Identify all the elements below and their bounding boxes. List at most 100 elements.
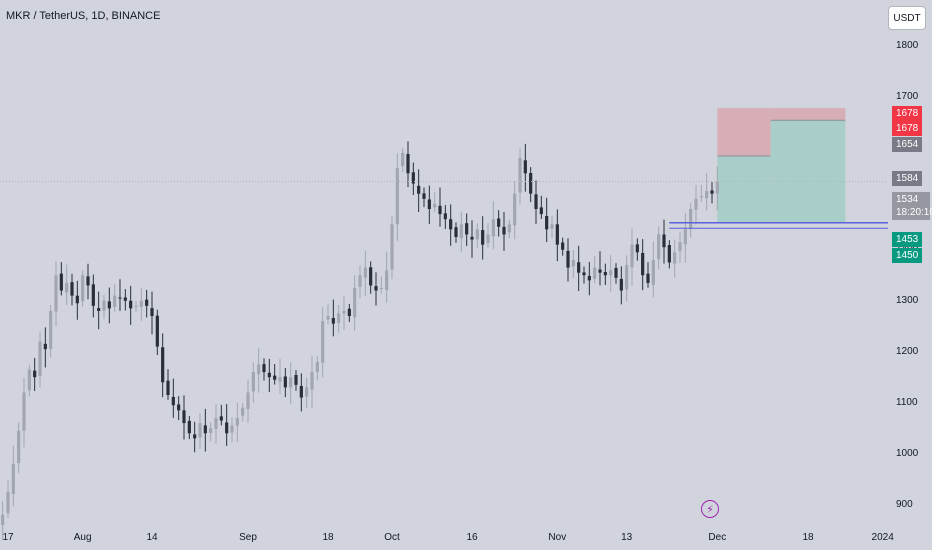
candle-body — [331, 317, 335, 324]
candle-body — [406, 154, 410, 174]
x-axis-tick-label: 2024 — [871, 532, 894, 543]
candle-body — [246, 392, 250, 409]
candle-body — [187, 420, 191, 434]
candle-body — [673, 252, 677, 264]
candle-body — [219, 416, 223, 421]
candle-body — [59, 273, 63, 291]
candle-body — [299, 385, 303, 398]
candle-body — [433, 203, 437, 208]
candle-body — [321, 321, 325, 363]
currency-button[interactable]: USDT — [888, 6, 926, 30]
candle-body — [353, 287, 357, 318]
candle-body — [118, 297, 122, 299]
candle-body — [593, 267, 597, 279]
candle-body — [545, 216, 549, 230]
candle-body — [81, 275, 85, 302]
x-axis-tick-label: 14 — [146, 532, 158, 543]
x-axis-tick-label: 17 — [2, 532, 14, 543]
candle-body — [417, 185, 421, 194]
candle-body — [587, 275, 591, 281]
candle-body — [86, 276, 90, 286]
candle-body — [561, 242, 565, 250]
candle-body — [385, 270, 389, 290]
candle-body — [11, 463, 15, 494]
symbol-title: MKR / TetherUS, 1D, BINANCE — [6, 10, 161, 22]
candle-body — [662, 234, 666, 248]
candle-body — [625, 265, 629, 290]
candle-body — [518, 158, 522, 193]
candle-body — [395, 168, 399, 225]
candle-body — [667, 245, 671, 263]
lightning-icon[interactable]: ⚡ — [701, 500, 719, 518]
candle-body — [422, 193, 426, 199]
candle-body — [54, 275, 58, 312]
candle-body — [1, 514, 5, 525]
candle-body — [401, 152, 405, 167]
candle-body — [230, 425, 234, 433]
candle-body — [481, 230, 485, 245]
candle-body — [614, 267, 618, 278]
candle-body — [305, 387, 309, 397]
x-axis-tick-label: Dec — [708, 532, 727, 543]
candle-body — [203, 425, 207, 434]
candle-body — [134, 305, 138, 307]
candle-body — [70, 282, 74, 296]
candle-body — [699, 196, 703, 198]
candle-body — [651, 259, 655, 285]
candle-body — [49, 310, 53, 349]
candle-body — [603, 271, 607, 276]
candle-body — [694, 198, 698, 210]
candle-countdown: 18:20:10 — [896, 207, 932, 218]
x-axis-tick-label: 16 — [466, 532, 478, 543]
candle-body — [411, 172, 415, 184]
candle-body — [27, 369, 31, 391]
candle-body — [235, 417, 239, 426]
candle-body — [358, 275, 362, 287]
candle-body — [107, 301, 111, 309]
candle-body — [315, 361, 319, 372]
candle-body — [129, 300, 133, 309]
candle-body — [139, 300, 143, 307]
candle-body — [155, 315, 159, 347]
y-axis-tick-label: 1800 — [896, 39, 919, 51]
candle-body — [33, 370, 37, 378]
candle-body — [630, 244, 634, 268]
candle-body — [102, 300, 106, 311]
candle-body — [209, 428, 213, 433]
candle-body — [113, 295, 117, 307]
candle-body — [214, 417, 218, 429]
y-axis-tick-label: 1100 — [896, 396, 918, 408]
candle-body — [523, 160, 527, 174]
candle-body — [150, 308, 154, 317]
candle-body — [470, 236, 474, 240]
candle-body — [486, 234, 490, 244]
candle-body — [454, 227, 458, 238]
candle-body — [502, 226, 506, 235]
y-axis-tick-label: 1200 — [896, 345, 919, 357]
candle-body — [241, 407, 245, 416]
candle-body — [123, 297, 127, 301]
candle-body — [619, 278, 623, 291]
candle-body — [251, 372, 255, 392]
candle-body — [225, 422, 229, 434]
candle-body — [43, 343, 47, 350]
y-axis-tick-label: 900 — [896, 498, 913, 510]
candle-body — [182, 410, 186, 424]
candle-body — [75, 295, 79, 304]
candle-body — [491, 219, 495, 237]
x-axis-tick-label: Nov — [548, 532, 567, 543]
candle-body — [267, 372, 271, 378]
take-profit-zone-left — [717, 155, 771, 223]
candle-body — [193, 434, 197, 439]
entry-price-badge: 1453 — [892, 232, 923, 247]
candle-body — [459, 224, 463, 239]
candle-body — [529, 172, 533, 194]
candle-body — [539, 207, 543, 215]
candle-body — [534, 194, 538, 209]
candle-body — [257, 364, 261, 375]
stop-price-badge: 1450 — [892, 248, 923, 263]
candle-body — [342, 310, 346, 314]
candle-body — [363, 267, 367, 278]
candle-body — [6, 491, 10, 514]
